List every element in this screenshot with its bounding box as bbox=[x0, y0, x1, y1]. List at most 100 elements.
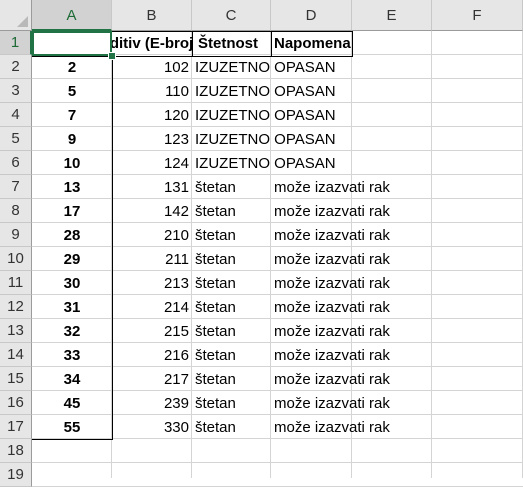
row-header-9[interactable]: 9 bbox=[0, 223, 32, 247]
cell-a13[interactable]: 32 bbox=[63, 323, 81, 340]
column-header-e[interactable]: E bbox=[352, 0, 432, 31]
row-header-3[interactable]: 3 bbox=[0, 79, 32, 103]
cell-c3[interactable]: IZUZETNO OPASAN bbox=[195, 83, 336, 100]
cell-a14[interactable]: 33 bbox=[63, 347, 81, 364]
cell-d2[interactable] bbox=[271, 56, 352, 80]
cell-a16[interactable]: 45 bbox=[63, 395, 81, 412]
row-header-18[interactable]: 18 bbox=[0, 439, 32, 463]
cell-b11[interactable]: 213 bbox=[163, 275, 189, 292]
cell-a12[interactable]: 31 bbox=[63, 299, 81, 316]
cell-c9[interactable]: štetan bbox=[195, 227, 236, 244]
gridline-horizontal bbox=[32, 318, 523, 319]
cell-b2[interactable]: 102 bbox=[163, 59, 189, 76]
cell-d4[interactable] bbox=[271, 104, 352, 128]
cell-d8[interactable]: može izazvati rak bbox=[274, 203, 390, 220]
cell-c11[interactable]: štetan bbox=[195, 275, 236, 292]
cell-c1[interactable]: Štetnost bbox=[198, 35, 258, 52]
cell-d9[interactable]: može izazvati rak bbox=[274, 227, 390, 244]
cell-c16[interactable]: štetan bbox=[195, 395, 236, 412]
cell-b8[interactable]: 142 bbox=[163, 203, 189, 220]
row-header-7[interactable]: 7 bbox=[0, 175, 32, 199]
cell-c7[interactable]: štetan bbox=[195, 179, 236, 196]
gridline-horizontal bbox=[32, 342, 523, 343]
cell-b13[interactable]: 215 bbox=[163, 323, 189, 340]
row-header-13[interactable]: 13 bbox=[0, 319, 32, 343]
cell-c2[interactable]: IZUZETNO OPASAN bbox=[195, 59, 336, 76]
cell-b17[interactable]: 330 bbox=[163, 419, 189, 436]
cell-d6[interactable] bbox=[271, 152, 352, 176]
column-header-d[interactable]: D bbox=[271, 0, 352, 31]
row-header-4[interactable]: 4 bbox=[0, 103, 32, 127]
cell-d5[interactable] bbox=[271, 128, 352, 152]
cell-a11[interactable]: 30 bbox=[63, 275, 81, 292]
row-header-8[interactable]: 8 bbox=[0, 199, 32, 223]
cell-d7[interactable]: može izazvati rak bbox=[274, 179, 390, 196]
gridline-horizontal bbox=[32, 366, 523, 367]
cell-c13[interactable]: štetan bbox=[195, 323, 236, 340]
cell-b15[interactable]: 217 bbox=[163, 371, 189, 388]
cell-c14[interactable]: štetan bbox=[195, 347, 236, 364]
cell-b5[interactable]: 123 bbox=[163, 131, 189, 148]
cell-c10[interactable]: štetan bbox=[195, 251, 236, 268]
select-all-corner[interactable] bbox=[0, 0, 32, 31]
cell-c12[interactable]: štetan bbox=[195, 299, 236, 316]
cell-d14[interactable]: može izazvati rak bbox=[274, 347, 390, 364]
column-header-c[interactable]: C bbox=[192, 0, 271, 31]
cell-a6[interactable]: 10 bbox=[63, 155, 81, 172]
cell-a5[interactable]: 9 bbox=[67, 131, 77, 148]
cell-b3[interactable]: 110 bbox=[165, 83, 189, 100]
column-a-bottom-border bbox=[32, 439, 113, 440]
row-header-12[interactable]: 12 bbox=[0, 295, 32, 319]
row-header-15[interactable]: 15 bbox=[0, 367, 32, 391]
cell-a17[interactable]: 55 bbox=[63, 419, 81, 436]
cell-b1[interactable]: Aditiv (E-broj) bbox=[112, 35, 192, 52]
row-header-1[interactable]: 1 bbox=[0, 31, 32, 55]
cell-d12[interactable]: može izazvati rak bbox=[274, 299, 390, 316]
cell-b12[interactable]: 214 bbox=[163, 299, 189, 316]
cell-c5[interactable]: IZUZETNO OPASAN bbox=[195, 131, 336, 148]
cell-d3[interactable] bbox=[271, 80, 352, 104]
cell-b10[interactable]: 211 bbox=[165, 251, 189, 268]
cell-c15[interactable]: štetan bbox=[195, 371, 236, 388]
cell-b6[interactable]: 124 bbox=[163, 155, 189, 172]
fill-handle[interactable] bbox=[108, 52, 116, 60]
cell-a4[interactable]: 7 bbox=[67, 107, 77, 124]
cell-d15[interactable]: može izazvati rak bbox=[274, 371, 390, 388]
row-header-2[interactable]: 2 bbox=[0, 55, 32, 79]
cell-b16[interactable]: 239 bbox=[163, 395, 189, 412]
row-header-17[interactable]: 17 bbox=[0, 415, 32, 439]
row-header-5[interactable]: 5 bbox=[0, 127, 32, 151]
cell-d1[interactable]: Napomena bbox=[274, 35, 351, 52]
column-header-f[interactable]: F bbox=[432, 0, 523, 31]
cell-d16[interactable]: može izazvati rak bbox=[274, 395, 390, 412]
cell-d17[interactable]: može izazvati rak bbox=[274, 419, 390, 436]
column-header-a[interactable]: A bbox=[32, 0, 112, 31]
row-header-6[interactable]: 6 bbox=[0, 151, 32, 175]
cell-d11[interactable]: može izazvati rak bbox=[274, 275, 390, 292]
cell-b7[interactable]: 131 bbox=[163, 179, 189, 196]
cell-b4[interactable]: 120 bbox=[163, 107, 189, 124]
cell-d13[interactable]: može izazvati rak bbox=[274, 323, 390, 340]
cell-a10[interactable]: 29 bbox=[63, 251, 81, 268]
cell-c8[interactable]: štetan bbox=[195, 203, 236, 220]
cell-b9[interactable]: 210 bbox=[163, 227, 189, 244]
row-header-19[interactable]: 19 bbox=[0, 463, 32, 487]
column-header-b[interactable]: B bbox=[112, 0, 192, 31]
row-header-10[interactable]: 10 bbox=[0, 247, 32, 271]
cell-d10[interactable]: može izazvati rak bbox=[274, 251, 390, 268]
row-header-14[interactable]: 14 bbox=[0, 343, 32, 367]
row-header-11[interactable]: 11 bbox=[0, 271, 32, 295]
row-header-16[interactable]: 16 bbox=[0, 391, 32, 415]
cell-a9[interactable]: 28 bbox=[63, 227, 81, 244]
cell-c17[interactable]: štetan bbox=[195, 419, 236, 436]
gridline-horizontal bbox=[32, 174, 523, 175]
cell-c6[interactable]: IZUZETNO OPASAN bbox=[195, 155, 336, 172]
cell-b14[interactable]: 216 bbox=[163, 347, 189, 364]
cell-a7[interactable]: 13 bbox=[63, 179, 81, 196]
cell-a8[interactable]: 17 bbox=[63, 203, 81, 220]
cell-a15[interactable]: 34 bbox=[63, 371, 81, 388]
cell-a3[interactable]: 5 bbox=[67, 83, 77, 100]
cell-c4[interactable]: IZUZETNO OPASAN bbox=[195, 107, 336, 124]
cell-a2[interactable]: 2 bbox=[67, 59, 77, 76]
